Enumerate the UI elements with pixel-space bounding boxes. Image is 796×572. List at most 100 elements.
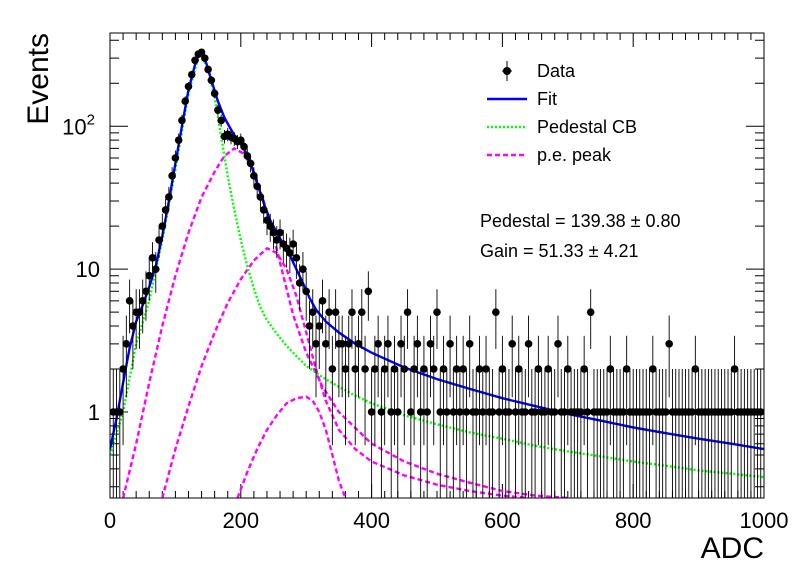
- x-tick-label: 200: [222, 508, 259, 533]
- data-point: [436, 368, 445, 498]
- data-point: [272, 226, 281, 258]
- data-point: [603, 368, 611, 498]
- data-point: [449, 368, 458, 498]
- data-point: [158, 213, 167, 242]
- data-point: [691, 335, 700, 446]
- data-point: [727, 368, 736, 498]
- data-point: [606, 335, 615, 446]
- y-axis-title: Events: [22, 33, 55, 125]
- data-point: [380, 335, 389, 446]
- data-point: [694, 368, 703, 498]
- data-point: [462, 368, 471, 498]
- data-point: [557, 368, 566, 498]
- legend: Data Fit Pedestal CB p.e. peak: [487, 61, 637, 165]
- data-point: [204, 65, 212, 74]
- data-point: [335, 315, 343, 398]
- curve-p-e-peak-3: [236, 395, 347, 498]
- data-point: [475, 335, 484, 446]
- data-point: [348, 289, 356, 349]
- data-point: [688, 368, 696, 498]
- data-point: [547, 368, 556, 498]
- data-point: [240, 139, 248, 155]
- data-point: [472, 368, 481, 498]
- data-point: [478, 368, 487, 498]
- data-point: [459, 335, 467, 446]
- data-point: [528, 368, 536, 498]
- data-point: [371, 335, 379, 446]
- data-point: [433, 289, 441, 349]
- x-tick-labels: 0 200 400 600 800 1000: [104, 508, 789, 533]
- data-point: [217, 114, 225, 127]
- data-point: [338, 315, 346, 398]
- data-point: [577, 368, 585, 498]
- data-point: [168, 167, 176, 186]
- data-point: [439, 335, 448, 446]
- data-point: [492, 289, 500, 349]
- data-point: [724, 368, 732, 498]
- data-point: [266, 213, 275, 242]
- data-point: [730, 335, 739, 446]
- data-point: [325, 289, 333, 349]
- data-point: [508, 315, 517, 398]
- data-point: [312, 315, 320, 398]
- y-tick-label: 10: [76, 257, 100, 282]
- data-point: [655, 368, 664, 498]
- data-point: [374, 315, 382, 398]
- data-points: [110, 48, 764, 498]
- data-point: [210, 88, 219, 99]
- data-point: [328, 335, 337, 446]
- data-point: [318, 279, 327, 334]
- data-point: [698, 368, 706, 498]
- data-point: [668, 368, 677, 498]
- data-point: [619, 368, 628, 498]
- y-tick-labels: 1 10 102: [62, 111, 100, 425]
- data-point: [671, 368, 680, 498]
- data-point: [678, 368, 687, 498]
- data-point: [384, 315, 392, 398]
- data-point: [498, 335, 507, 446]
- data-point: [564, 335, 572, 446]
- data-point: [649, 335, 657, 446]
- data-point: [701, 368, 709, 498]
- data-point: [357, 289, 366, 349]
- data-point: [469, 368, 477, 498]
- data-point: [142, 271, 150, 321]
- data-point: [662, 368, 670, 498]
- data-point: [580, 335, 588, 446]
- data-point: [145, 257, 154, 301]
- data-point: [308, 289, 317, 349]
- data-point: [161, 198, 170, 224]
- data-point: [665, 315, 673, 398]
- data-point: [711, 368, 719, 498]
- data-point: [567, 368, 575, 498]
- data-point: [148, 242, 157, 279]
- data-point: [570, 368, 579, 498]
- data-point: [263, 208, 271, 236]
- gain-annotation: Gain = 51.33 ± 4.21: [480, 241, 639, 261]
- data-point: [214, 104, 222, 116]
- data-point: [675, 368, 683, 498]
- data-point: [482, 335, 490, 446]
- data-point: [387, 368, 396, 498]
- data-point: [720, 368, 729, 498]
- data-point: [652, 368, 660, 498]
- data-point: [400, 335, 409, 446]
- legend-label: Fit: [537, 89, 557, 109]
- data-point: [521, 368, 530, 498]
- data-point: [456, 368, 464, 498]
- data-point: [155, 226, 163, 258]
- data-point: [531, 368, 539, 498]
- data-point: [250, 167, 258, 186]
- data-point: [717, 368, 726, 498]
- data-point: [707, 368, 716, 498]
- legend-label: Data: [537, 61, 576, 81]
- data-point: [465, 315, 474, 398]
- data-point: [246, 155, 255, 173]
- data-point: [351, 335, 360, 446]
- x-tick-label: 1000: [740, 508, 789, 533]
- data-point: [315, 300, 324, 369]
- data-point: [171, 150, 180, 167]
- data-point: [138, 279, 147, 334]
- data-point: [413, 315, 422, 398]
- data-point: [645, 368, 654, 498]
